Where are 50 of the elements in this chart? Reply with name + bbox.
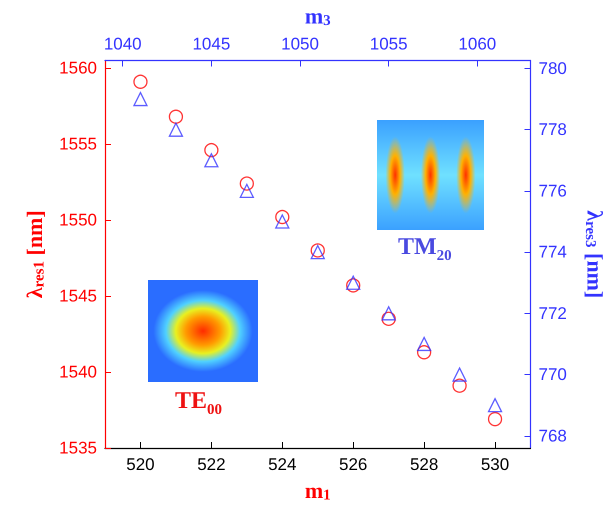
point xyxy=(382,306,396,320)
x-tick-label: 526 xyxy=(339,455,368,474)
y-tick-label: 1550 xyxy=(59,210,97,230)
point xyxy=(204,143,219,158)
y2-tick-label: 780 xyxy=(538,58,567,78)
x-tick-label: 530 xyxy=(480,455,510,474)
y2-tick-label: 768 xyxy=(538,426,567,446)
y-axis-title: λres1 [nm] xyxy=(22,210,48,298)
point xyxy=(240,176,254,191)
y-tick-label: 1535 xyxy=(59,438,97,458)
point xyxy=(416,336,432,352)
point xyxy=(346,276,360,290)
x2-tick-label: 1055 xyxy=(370,34,408,54)
x-tick-label: 522 xyxy=(197,455,226,474)
point xyxy=(204,153,219,168)
annotation: TM$_{20}$ xyxy=(398,234,452,265)
x-tick-label: 524 xyxy=(268,455,296,474)
x2-tick-label: 1045 xyxy=(192,34,230,54)
y2-tick-label: 772 xyxy=(538,304,567,323)
point xyxy=(452,378,467,393)
y2-axis-title: λres3 [nm] xyxy=(582,210,608,298)
y2-tick-label: 776 xyxy=(538,181,567,200)
y2-tick-label: 770 xyxy=(538,365,567,384)
y-tick-label: 1540 xyxy=(59,362,97,382)
annotation: TE$_{00}$ xyxy=(175,388,222,419)
point xyxy=(275,210,290,224)
point xyxy=(133,92,148,106)
x-tick-label: 520 xyxy=(126,455,155,474)
point xyxy=(168,110,184,124)
point xyxy=(240,184,254,198)
y-tick-label: 1555 xyxy=(59,134,97,154)
y2-tick-label: 778 xyxy=(538,120,567,140)
x-axis-title: m1 xyxy=(304,478,331,504)
x2-tick-label: 1060 xyxy=(458,34,496,54)
x2-tick-label: 1040 xyxy=(104,34,142,54)
point xyxy=(133,74,148,89)
x2-tick-label: 1050 xyxy=(281,34,319,54)
point xyxy=(488,412,502,426)
x2-axis-title: m3 xyxy=(304,4,331,29)
point xyxy=(452,367,467,382)
point xyxy=(488,398,502,412)
point xyxy=(168,122,184,137)
y2-tick-label: 774 xyxy=(538,242,567,262)
y-tick-label: 1560 xyxy=(59,58,97,78)
x-tick-label: 528 xyxy=(410,455,438,474)
point xyxy=(382,312,396,326)
point xyxy=(416,345,432,360)
point xyxy=(346,278,360,293)
point xyxy=(275,214,290,229)
y-tick-label: 1545 xyxy=(59,286,97,306)
